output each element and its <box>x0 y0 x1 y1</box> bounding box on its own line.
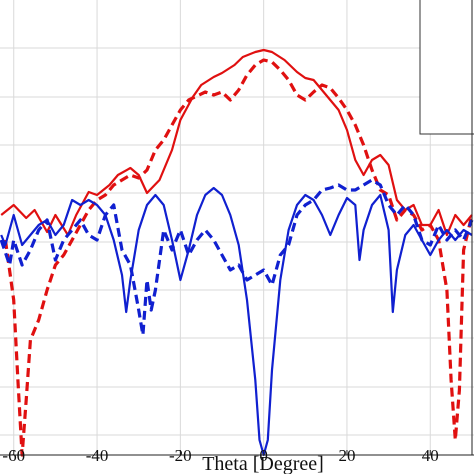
x-tick-label: -20 <box>169 446 192 465</box>
legend-box <box>419 0 474 135</box>
x-tick-label: 20 <box>338 446 355 465</box>
x-tick-label: 40 <box>422 446 439 465</box>
series-line <box>3 58 474 457</box>
series-line <box>0 178 474 337</box>
x-tick-label: -60 <box>2 446 25 465</box>
lines <box>0 48 474 457</box>
x-tick-label: 0 <box>259 446 268 465</box>
labels: -60 -40 -20 0 20 40 <box>2 446 438 465</box>
series-line <box>0 186 473 457</box>
x-tick-label: -40 <box>86 446 109 465</box>
x-axis-label: Theta [Degree] <box>202 453 324 474</box>
